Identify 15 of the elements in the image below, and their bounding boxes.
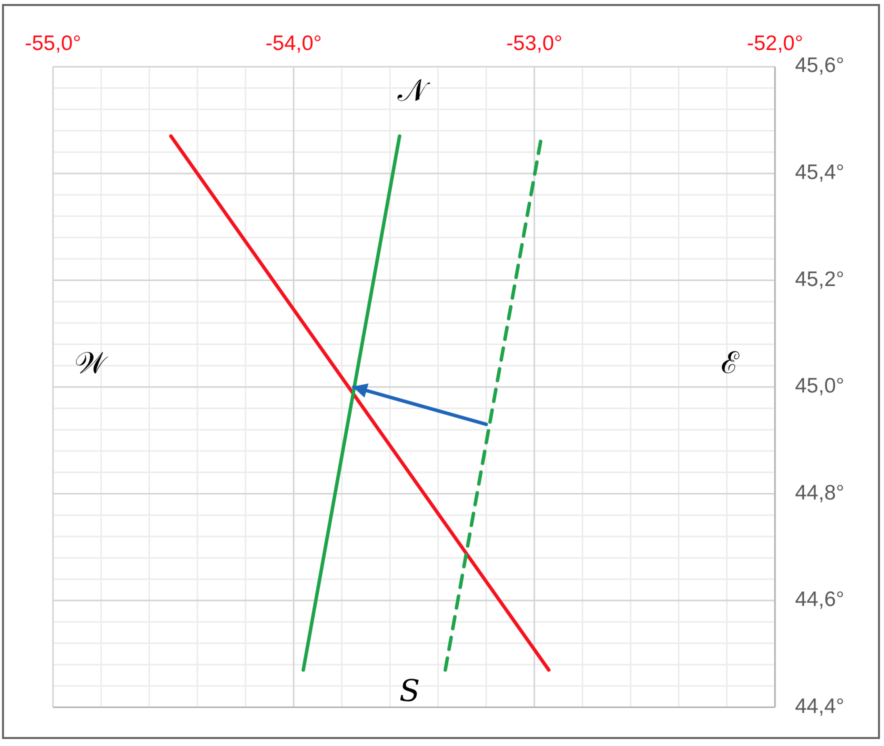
y-tick-label: 45,6° [795, 54, 844, 78]
y-tick-label: 44,4° [795, 694, 844, 718]
y-tick-label: 44,6° [795, 588, 844, 612]
x-tick-label: -52,0° [746, 32, 804, 56]
y-tick-label: 44,8° [795, 481, 844, 504]
y-tick-label: 45,4° [795, 161, 844, 184]
x-tick-label: -53,0° [506, 32, 562, 56]
annotation: 𝒩 [397, 73, 430, 108]
x-tick-label: -54,0° [266, 32, 322, 56]
annotation: 𝑆 [399, 674, 420, 710]
x-tick-label: -55,0° [24, 32, 82, 56]
annotation: 𝒲 [74, 346, 108, 382]
y-tick-label: 45,2° [795, 268, 844, 291]
y-tick-label: 45,0° [795, 374, 844, 398]
annotation: ℰ [721, 346, 740, 382]
